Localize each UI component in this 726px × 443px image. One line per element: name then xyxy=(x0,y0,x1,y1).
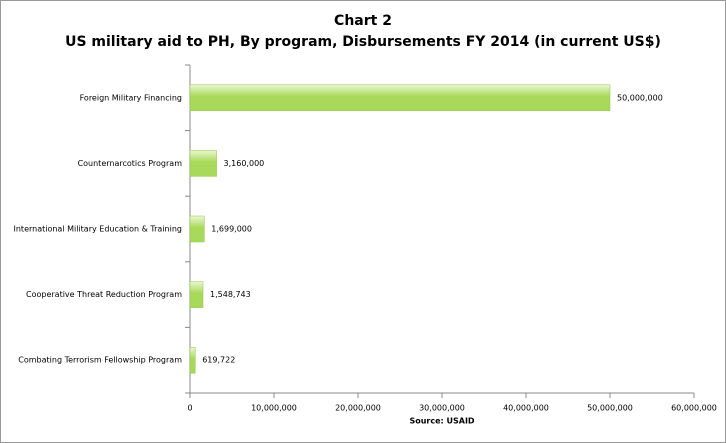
value-label: 1,699,000 xyxy=(211,225,252,234)
x-tick-label: 50,000,000 xyxy=(587,404,633,413)
bar xyxy=(189,281,204,308)
y-tick-label: Counternarcotics Program xyxy=(78,159,183,168)
x-tick-label: 30,000,000 xyxy=(419,404,465,413)
value-label: 3,160,000 xyxy=(224,159,265,168)
y-tick-label: Combating Terrorism Fellowship Program xyxy=(18,356,182,365)
bar xyxy=(189,150,217,177)
x-tick-label: 0 xyxy=(187,404,192,413)
x-tick-label: 20,000,000 xyxy=(335,404,381,413)
chart-title: Chart 2 xyxy=(334,13,392,29)
y-tick-label: International Military Education & Train… xyxy=(14,225,183,234)
y-tick-label: Foreign Military Financing xyxy=(80,93,182,102)
value-label: 619,722 xyxy=(202,356,235,365)
bar xyxy=(189,346,196,374)
x-tick-label: 40,000,000 xyxy=(503,404,549,413)
x-tick-label: 60,000,000 xyxy=(671,404,717,413)
bar xyxy=(189,84,611,112)
chart-subtitle: US military aid to PH, By program, Disbu… xyxy=(65,34,661,50)
x-tick-label: 10,000,000 xyxy=(251,404,297,413)
y-tick-label: Cooperative Threat Reduction Program xyxy=(26,290,182,299)
value-label: 50,000,000 xyxy=(617,93,663,102)
bar xyxy=(189,215,205,243)
x-axis-label: Source: USAID xyxy=(409,417,474,426)
value-label: 1,548,743 xyxy=(210,290,251,299)
